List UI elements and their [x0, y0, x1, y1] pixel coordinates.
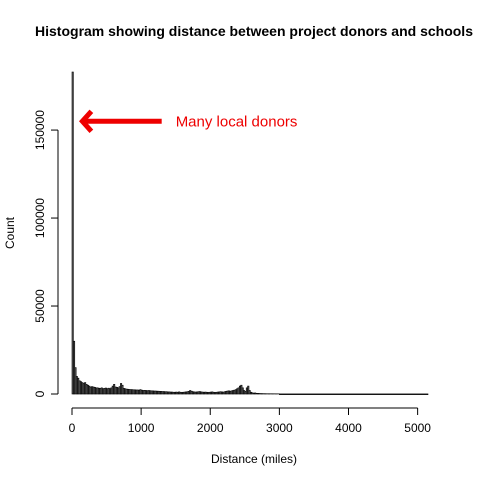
x-tick-label: 5000	[404, 421, 431, 435]
x-tick-label: 4000	[335, 421, 362, 435]
chart-title: Histogram showing distance between proje…	[35, 23, 473, 39]
x-tick-label: 1000	[128, 421, 155, 435]
annotation-group: Many local donors	[79, 109, 298, 133]
x-tick-label: 3000	[266, 421, 293, 435]
y-axis-label: Count	[3, 216, 17, 249]
y-axis: 0 50000 100000 150000	[33, 110, 59, 397]
y-tick-label: 50000	[33, 289, 47, 323]
x-axis-label: Distance (miles)	[211, 452, 297, 466]
x-tick-label: 0	[69, 421, 76, 435]
bars-group	[71, 71, 429, 395]
annotation-arrow-head	[79, 109, 94, 133]
y-tick-label: 100000	[33, 198, 47, 238]
histogram-tail-bars	[279, 393, 429, 395]
x-tick-label: 2000	[197, 421, 224, 435]
histogram-bar	[71, 71, 74, 395]
y-tick-label: 0	[33, 390, 47, 397]
annotation-text: Many local donors	[176, 113, 298, 130]
histogram-bar	[247, 385, 250, 395]
x-axis: 0 1000 2000 3000 4000 5000	[69, 407, 431, 435]
y-tick-label: 150000	[33, 110, 47, 150]
